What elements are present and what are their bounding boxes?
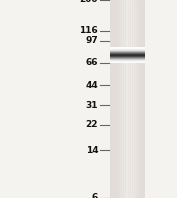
Text: 31: 31 bbox=[86, 101, 98, 110]
Text: 97: 97 bbox=[85, 36, 98, 45]
Bar bbox=[127, 0, 129, 198]
Bar bbox=[112, 0, 113, 198]
Text: 116: 116 bbox=[79, 26, 98, 35]
Bar bbox=[110, 0, 112, 198]
Text: 44: 44 bbox=[85, 81, 98, 90]
Bar bbox=[142, 0, 143, 198]
Bar bbox=[131, 0, 133, 198]
Bar bbox=[140, 0, 142, 198]
Bar bbox=[129, 0, 131, 198]
Bar bbox=[119, 0, 120, 198]
Bar bbox=[110, 0, 145, 198]
Text: 14: 14 bbox=[86, 146, 98, 155]
Text: 6: 6 bbox=[92, 193, 98, 198]
Bar bbox=[135, 0, 136, 198]
Bar bbox=[117, 0, 119, 198]
Bar bbox=[126, 0, 127, 198]
Bar bbox=[143, 0, 145, 198]
Bar bbox=[120, 0, 122, 198]
Bar bbox=[115, 0, 117, 198]
Text: 22: 22 bbox=[86, 120, 98, 129]
Bar bbox=[113, 0, 115, 198]
Bar bbox=[122, 0, 124, 198]
Text: 200: 200 bbox=[80, 0, 98, 5]
Bar bbox=[138, 0, 140, 198]
Text: 66: 66 bbox=[86, 58, 98, 67]
Bar bbox=[133, 0, 135, 198]
Bar bbox=[136, 0, 138, 198]
Bar bbox=[124, 0, 126, 198]
